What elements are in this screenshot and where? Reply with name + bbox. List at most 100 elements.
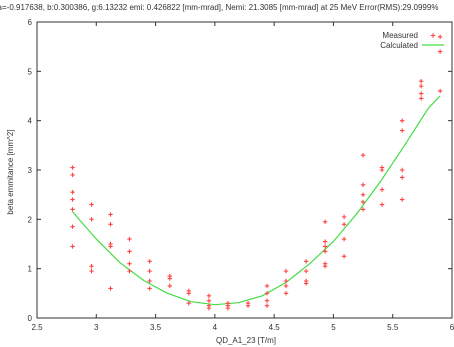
measured-point (108, 286, 113, 291)
measured-point (418, 83, 424, 89)
plot-area (36, 21, 453, 319)
x-tick-label: 2.5 (31, 323, 43, 332)
x-tick-label: 3.5 (150, 323, 162, 332)
legend-marker-measured (430, 33, 436, 38)
x-tick-label: 6 (450, 323, 454, 332)
axis-ticks: 2.5 3 3.5 4 4.5 5 5.5 6 0 1 2 3 4 5 6 (28, 18, 454, 332)
measured-point (264, 303, 270, 308)
measured-point (70, 190, 75, 195)
x-tick-label: 4.5 (269, 323, 281, 332)
y-tick-label: 0 (28, 314, 33, 323)
measured-point (437, 88, 443, 94)
measured-point (186, 301, 191, 306)
measured-point (303, 268, 309, 274)
measured-point (418, 79, 424, 84)
measured-point (283, 291, 289, 296)
measured-point (167, 283, 172, 289)
measured-point (341, 214, 347, 220)
measured-point (322, 244, 328, 249)
measured-point (303, 259, 309, 264)
measured-point (225, 305, 231, 311)
measured-point (206, 293, 212, 298)
y-tick-label: 4 (28, 117, 33, 126)
measured-point (418, 91, 424, 96)
y-axis-label: beta emmitance [mm^2] (6, 129, 15, 214)
measured-point (379, 167, 385, 173)
measured-point (264, 283, 270, 289)
measured-point (127, 268, 132, 274)
measured-point (89, 268, 94, 274)
measured-point (70, 172, 75, 178)
legend-label-measured: Measured (382, 31, 418, 40)
measured-point (206, 298, 212, 303)
y-tick-label: 6 (28, 18, 33, 27)
measured-point (360, 153, 366, 158)
measured-point (379, 187, 385, 192)
measured-point (186, 291, 191, 296)
measured-point (360, 199, 366, 205)
measured-point (147, 278, 152, 284)
measured-point (127, 249, 132, 254)
legend-label-calculated: Calculated (380, 41, 418, 50)
x-tick-label: 5 (331, 323, 336, 332)
measured-point (400, 175, 405, 180)
x-axis-label: QD_A1_23 [T/m] (216, 336, 276, 345)
measured-point (322, 249, 328, 254)
measured-point (70, 165, 75, 170)
measured-point (400, 128, 405, 133)
measured-point (89, 264, 94, 269)
measured-point (206, 305, 212, 311)
legend-marker-plus (430, 33, 436, 38)
measured-point (70, 207, 75, 212)
calculated-series (72, 95, 441, 306)
measured-point (264, 298, 270, 303)
measured-point (400, 167, 405, 173)
y-tick-label: 5 (28, 67, 33, 76)
y-tick-label: 1 (28, 265, 33, 274)
measured-point (245, 303, 251, 308)
measured-point (108, 244, 113, 249)
measured-point (322, 264, 328, 269)
measured-point (341, 222, 347, 227)
measured-point (418, 96, 424, 101)
measured-point (108, 212, 113, 217)
measured-point (147, 268, 152, 274)
measured-point (89, 217, 94, 222)
measured-point (283, 268, 289, 274)
y-tick-label: 3 (28, 166, 33, 175)
measured-point (283, 283, 289, 289)
measured-point (379, 202, 385, 207)
measured-point (89, 202, 94, 207)
measured-point (283, 278, 289, 284)
x-tick-label: 3 (94, 323, 99, 332)
measured-point (70, 197, 75, 202)
measured-series (70, 34, 443, 311)
measured-point (360, 182, 366, 187)
measured-point (70, 244, 75, 249)
chart-title: a=-0.917638, b:0.300386, g:6.13232 emi: … (0, 3, 438, 12)
measured-point (108, 222, 113, 227)
measured-point (400, 197, 405, 202)
measured-point (127, 261, 132, 266)
calculated-line (72, 95, 441, 306)
measured-point (303, 281, 309, 286)
measured-point (322, 219, 328, 224)
measured-point (360, 192, 366, 197)
measured-point (400, 118, 405, 123)
y-tick-label: 2 (28, 215, 33, 224)
measured-point (437, 34, 443, 39)
x-tick-label: 5.5 (387, 323, 399, 332)
measured-point (341, 254, 347, 259)
measured-point (360, 207, 366, 212)
measured-point (264, 291, 270, 296)
measured-point (70, 224, 75, 229)
measured-point (341, 236, 347, 242)
measured-point (322, 239, 328, 244)
measured-point (127, 236, 132, 242)
measured-point (167, 276, 172, 281)
measured-point (437, 49, 443, 54)
measured-point (147, 286, 152, 291)
plot-border (36, 21, 453, 319)
x-tick-label: 4 (213, 323, 218, 332)
